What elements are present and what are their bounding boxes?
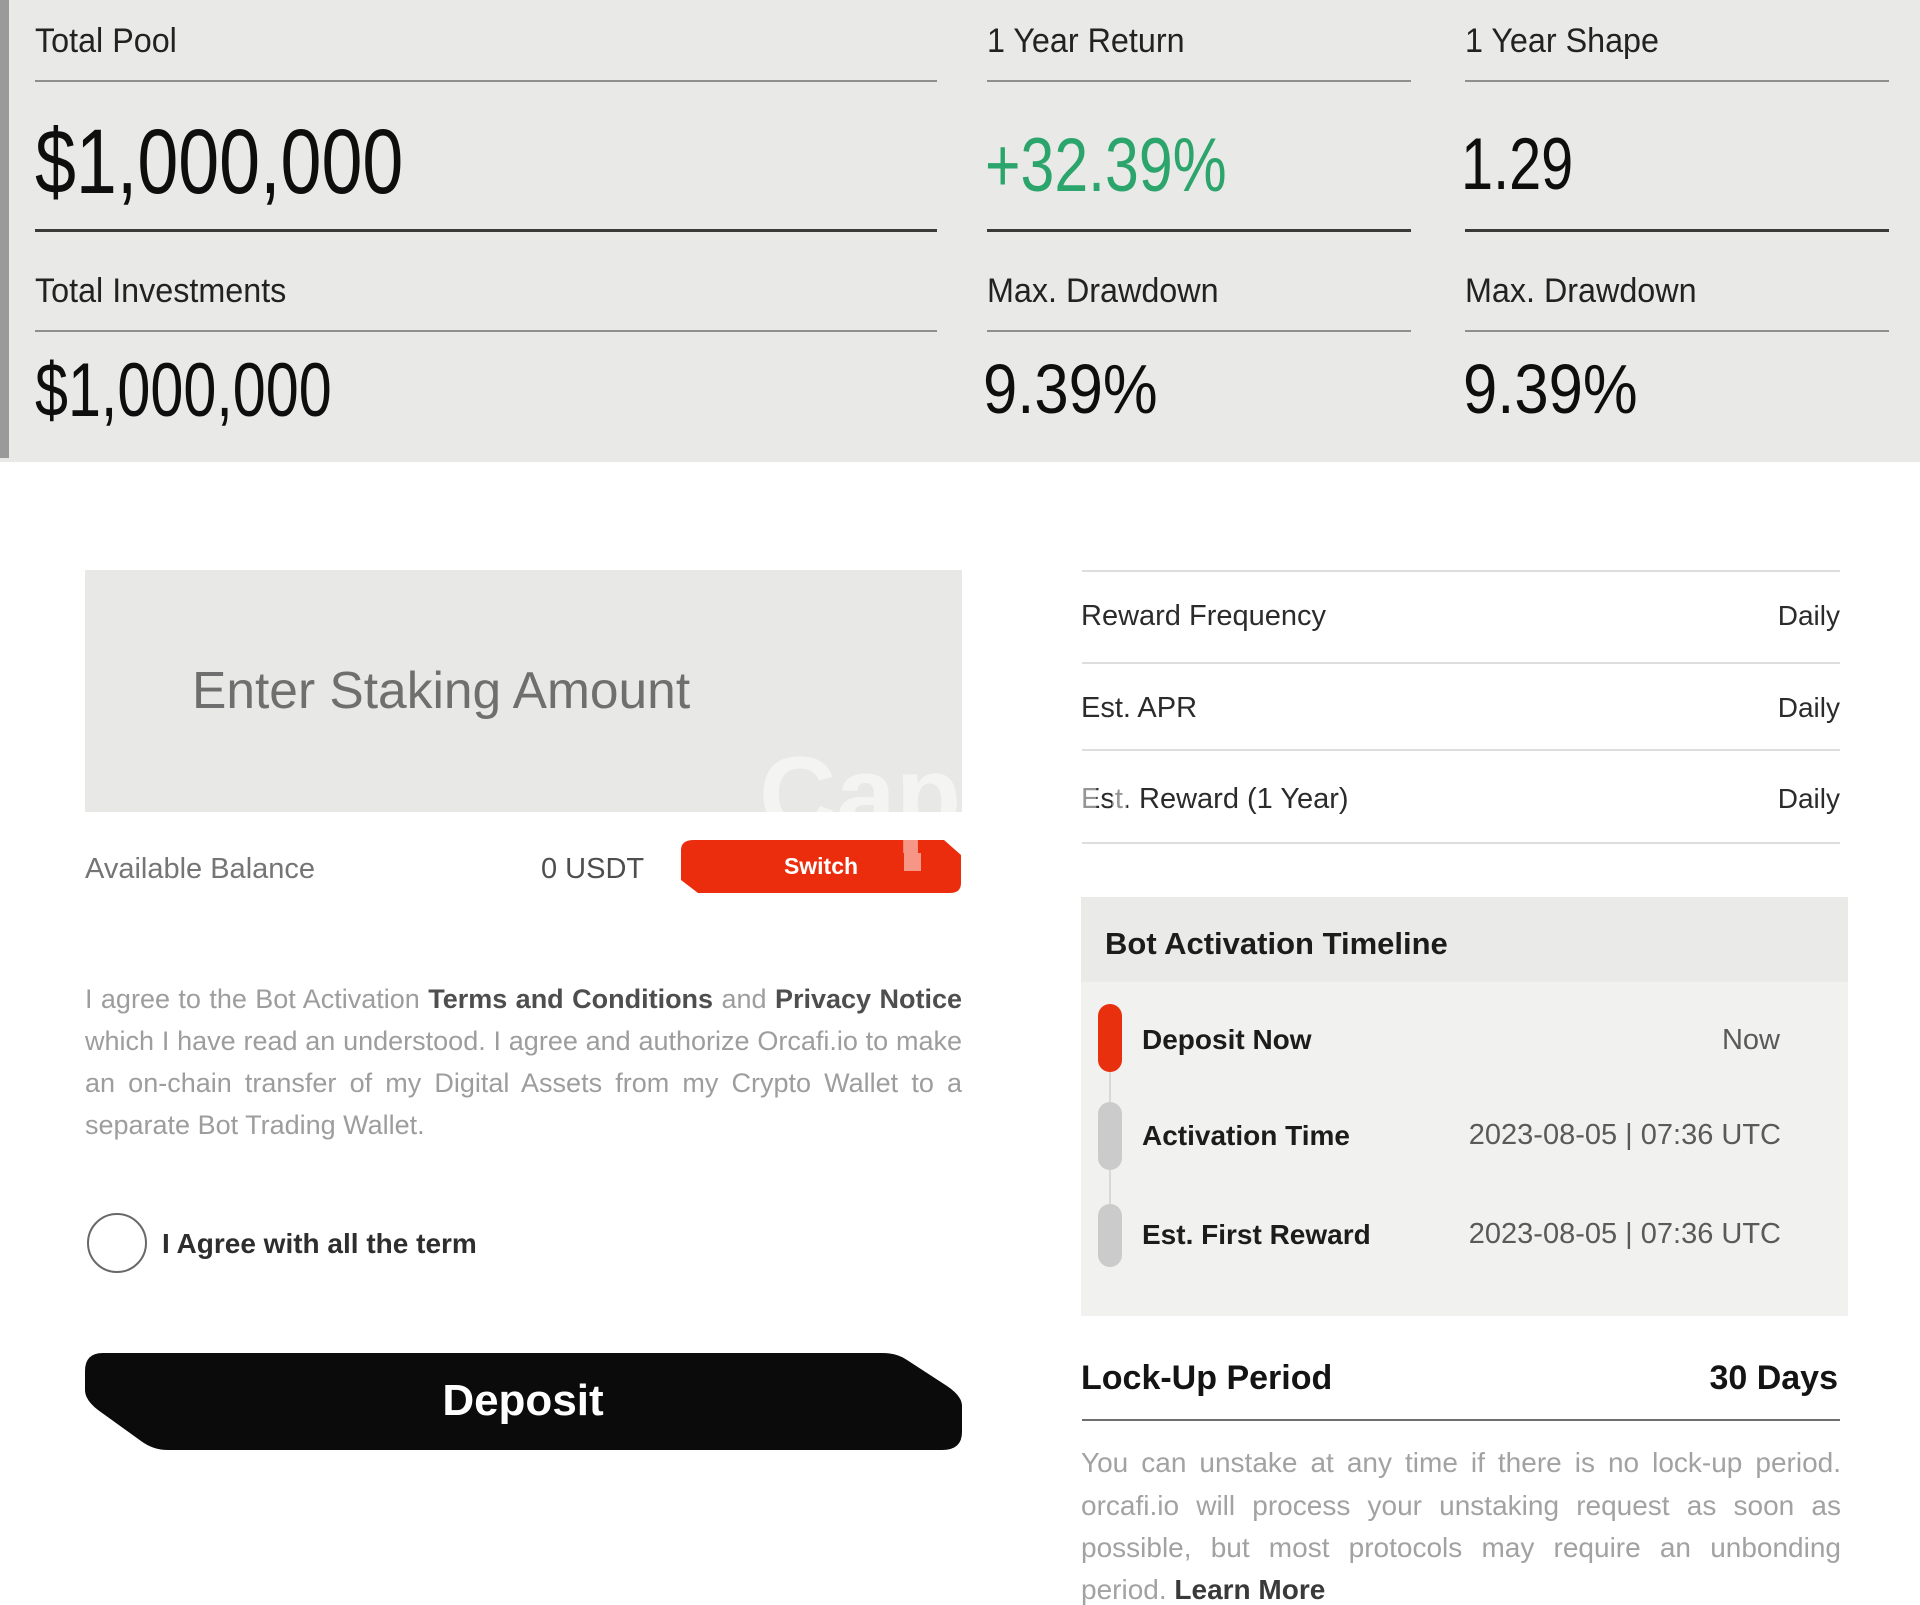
svg-text:Deposit: Deposit xyxy=(442,1376,604,1425)
svg-text:Switch: Switch xyxy=(784,853,858,879)
